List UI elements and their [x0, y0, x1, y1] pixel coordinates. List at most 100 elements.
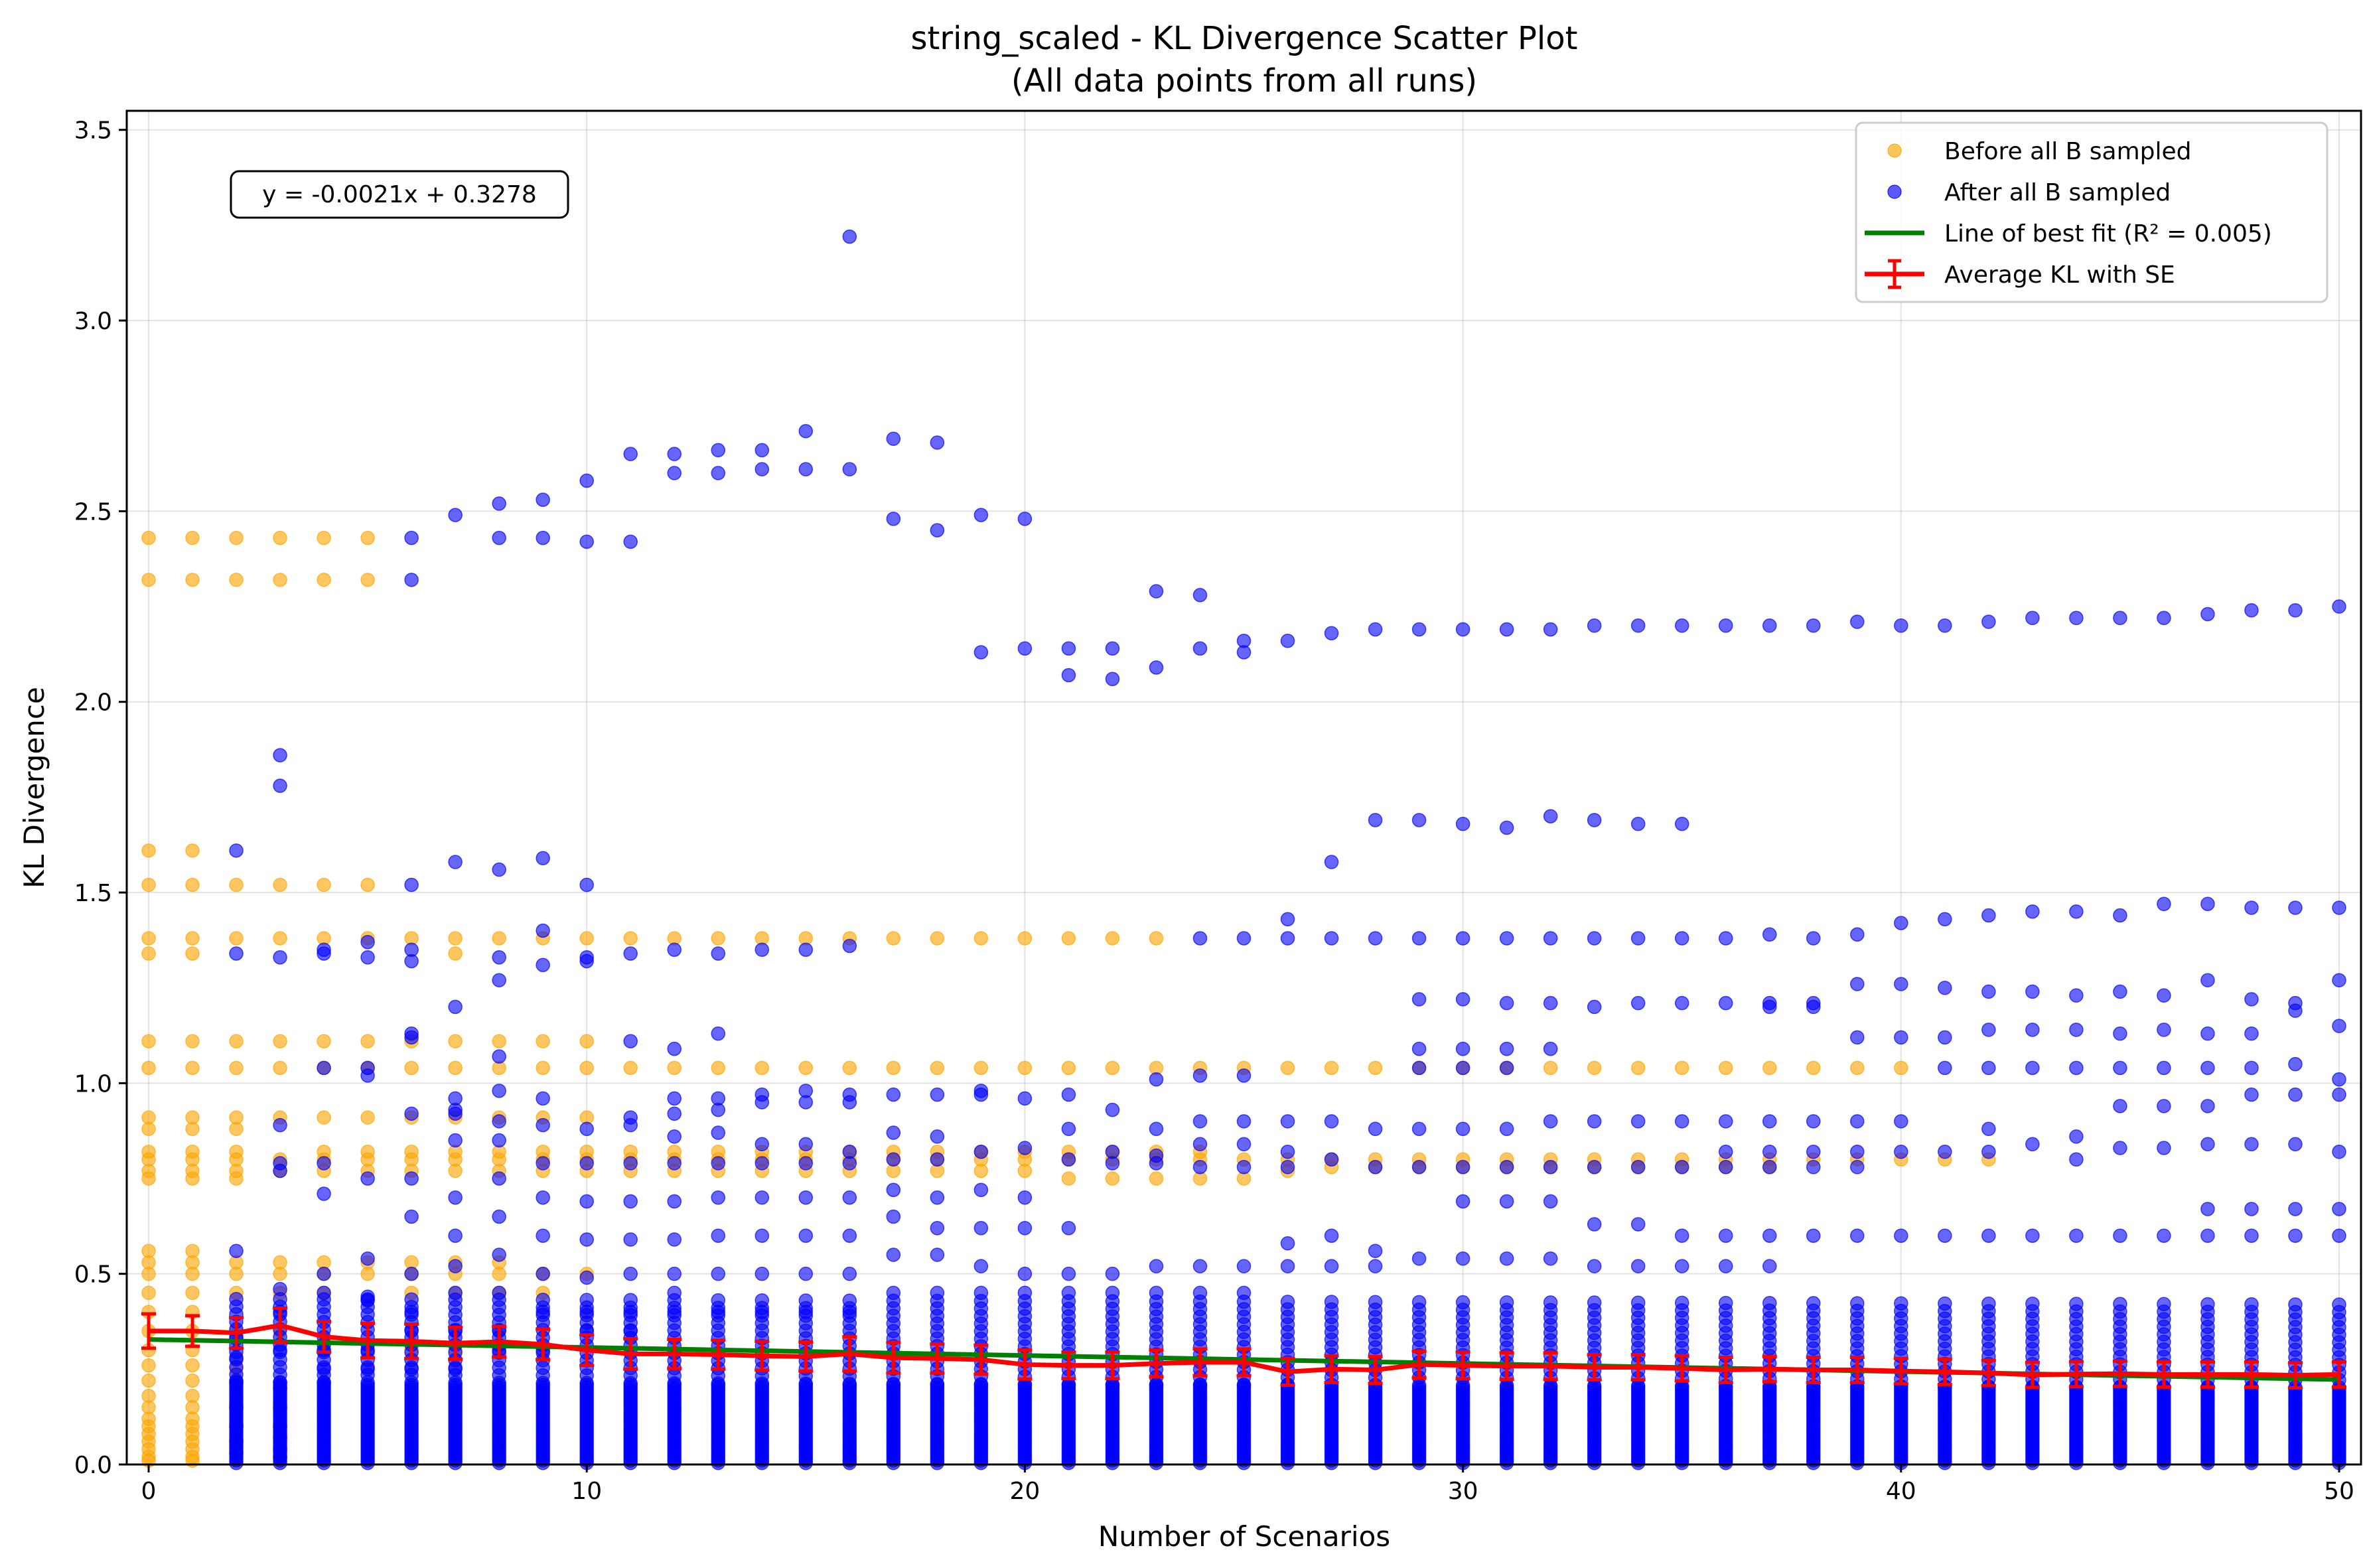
point-after: [2157, 1297, 2171, 1312]
point-after: [2332, 1297, 2346, 1312]
point-before: [1718, 1060, 1733, 1076]
point-before: [360, 530, 375, 545]
point-after: [1938, 1296, 1952, 1311]
point-after: [2332, 973, 2346, 987]
point-before: [141, 530, 156, 545]
x-tick-label: 50: [2324, 1478, 2354, 1505]
point-after: [754, 1305, 770, 1319]
point-before: [185, 1266, 200, 1281]
point-after: [448, 1133, 463, 1148]
point-after: [273, 950, 287, 965]
point-after: [2244, 1060, 2259, 1076]
point-after: [623, 946, 638, 961]
point-after: [273, 778, 287, 793]
point-after: [1630, 995, 1646, 1011]
point-after: [2069, 1129, 2084, 1144]
point-after: [1236, 1160, 1252, 1175]
point-after: [886, 431, 901, 446]
point-after: [2025, 1297, 2040, 1311]
point-after: [404, 573, 419, 587]
chart-subtitle: (All data points from all runs): [1011, 62, 1477, 100]
point-after: [360, 934, 375, 950]
point-after: [930, 523, 945, 537]
point-after: [1411, 813, 1427, 827]
point-after: [1674, 1295, 1689, 1311]
point-after: [229, 1400, 244, 1415]
point-after: [2157, 1099, 2171, 1113]
point-after: [2200, 1202, 2215, 1216]
point-after: [667, 1129, 681, 1144]
point-after: [1630, 1114, 1646, 1129]
point-after: [492, 1285, 506, 1301]
point-after: [1061, 1121, 1076, 1137]
legend-label-after: After all B sampled: [1944, 179, 2171, 206]
point-after: [623, 447, 638, 461]
point-before: [579, 1060, 594, 1076]
x-tick-label: 20: [1009, 1478, 1040, 1505]
point-after: [2332, 1202, 2346, 1216]
point-after: [2025, 1060, 2040, 1076]
y-axis-label: KL Divergence: [18, 687, 50, 889]
point-after: [1718, 618, 1733, 633]
point-after: [229, 1373, 244, 1388]
point-after: [1630, 1259, 1646, 1273]
point-after: [1981, 1121, 1996, 1137]
point-after: [1017, 1266, 1033, 1281]
point-after: [1850, 1030, 1865, 1045]
point-after: [667, 1041, 681, 1056]
point-after: [1280, 1295, 1295, 1309]
point-after: [886, 1285, 901, 1301]
point-after: [2025, 1023, 2040, 1037]
point-after: [1499, 1295, 1514, 1310]
point-after: [1411, 931, 1427, 946]
point-after: [229, 1419, 244, 1434]
point-after: [1236, 645, 1252, 660]
point-after: [2332, 1019, 2346, 1033]
point-before: [448, 1034, 463, 1048]
y-tick-label: 1.5: [74, 880, 112, 907]
point-after: [667, 1194, 681, 1209]
legend-label-fit: Line of best fit (R² = 0.005): [1944, 220, 2272, 248]
point-before: [141, 1373, 156, 1388]
point-after: [711, 1125, 726, 1140]
point-after: [1411, 1121, 1427, 1137]
point-after: [536, 1293, 550, 1307]
point-before: [317, 573, 331, 587]
point-after: [1543, 622, 1558, 637]
point-after: [711, 1190, 726, 1205]
point-after: [930, 1247, 945, 1262]
point-after: [1806, 1160, 1821, 1175]
point-after: [2288, 1202, 2303, 1216]
point-after: [1762, 927, 1777, 942]
point-after: [1149, 584, 1164, 599]
y-tick-label: 3.5: [74, 117, 112, 145]
point-before: [141, 1034, 156, 1048]
point-after: [711, 1102, 726, 1117]
point-after: [1630, 618, 1646, 633]
point-after: [1587, 618, 1602, 633]
point-after: [1718, 995, 1733, 1011]
point-after: [623, 1117, 638, 1133]
point-after: [754, 1137, 770, 1152]
point-after: [2244, 603, 2259, 618]
x-axis-label: Number of Scenarios: [1098, 1520, 1390, 1553]
point-after: [1543, 931, 1558, 946]
point-after: [842, 938, 857, 954]
point-after: [1543, 1160, 1558, 1175]
point-before: [273, 530, 287, 545]
point-after: [579, 877, 594, 892]
point-after: [404, 1171, 419, 1186]
point-after: [1192, 1160, 1208, 1175]
point-after: [317, 1156, 331, 1171]
point-after: [1587, 1160, 1602, 1175]
point-after: [448, 508, 463, 522]
point-after: [536, 1156, 550, 1171]
point-before: [667, 1060, 681, 1076]
point-after: [492, 950, 506, 965]
point-after: [886, 1125, 901, 1140]
point-after: [623, 1305, 638, 1319]
point-after: [1149, 1259, 1164, 1273]
y-tick-label: 3.0: [74, 308, 112, 335]
point-after: [798, 1266, 814, 1281]
point-before: [229, 1060, 244, 1076]
